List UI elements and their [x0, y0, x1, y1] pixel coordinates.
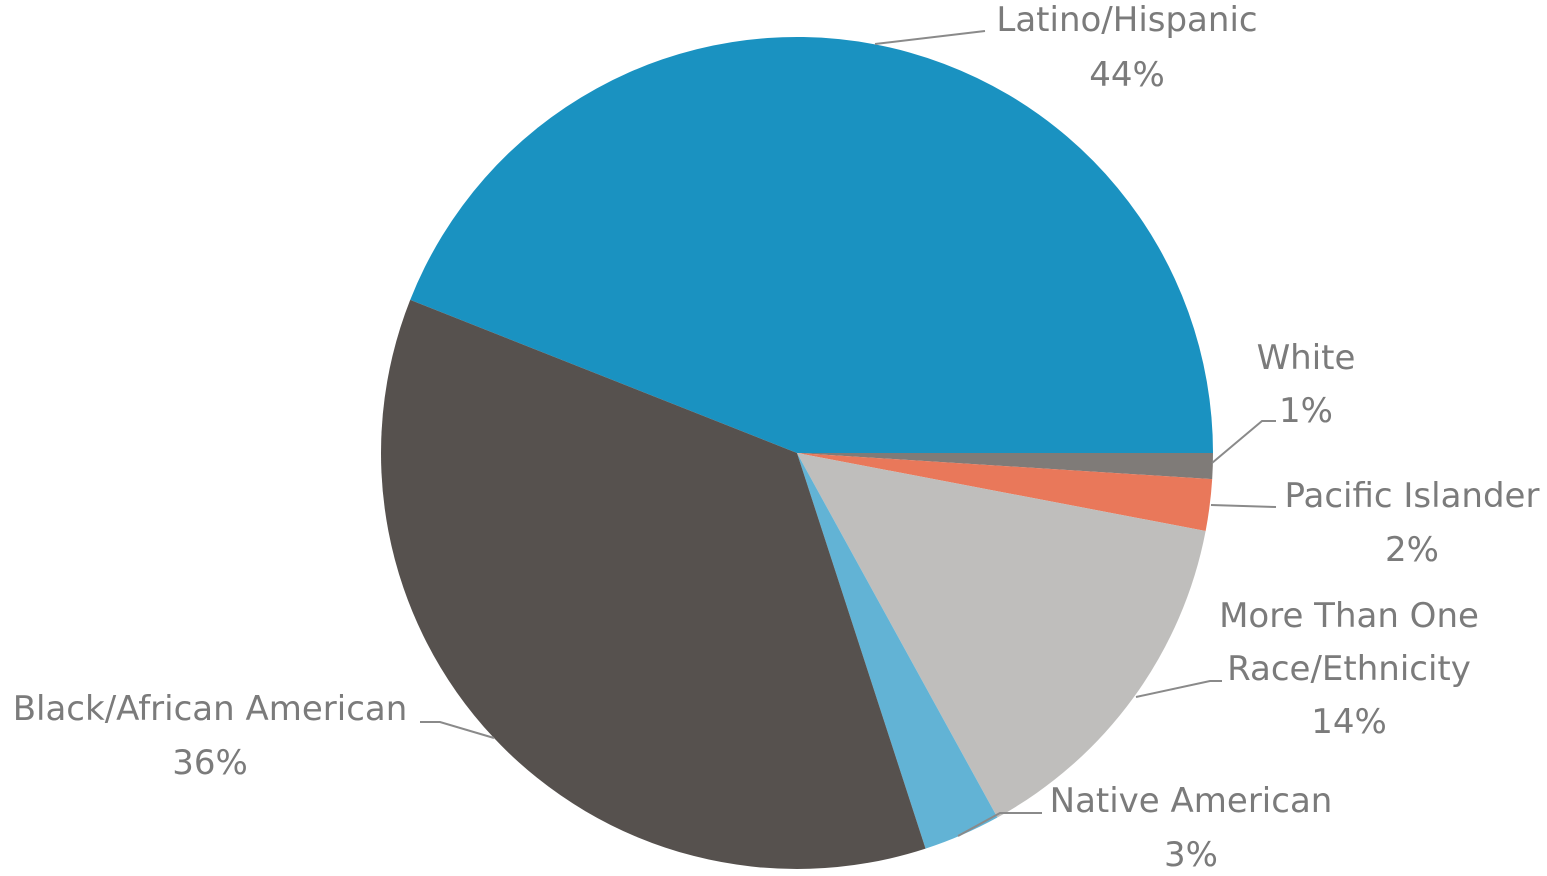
- pie-slice-more-than-one-race-ethnicity: [797, 453, 1206, 818]
- label-multi-line2: Race/Ethnicity: [1227, 649, 1471, 689]
- leader-native: [957, 812, 1042, 837]
- leader-latino: [874, 30, 986, 45]
- label-multi-line1: More Than One: [1219, 596, 1479, 636]
- label-pacific-pct: 2%: [1385, 530, 1439, 570]
- label-black-pct: 36%: [172, 743, 248, 783]
- leader-white: [1211, 420, 1276, 464]
- pie-slice-latino-hispanic: [410, 36, 1214, 453]
- label-native-pct: 3%: [1164, 835, 1218, 875]
- pie-slice-black-african-american: [380, 299, 926, 870]
- leader-pacific: [1210, 504, 1277, 508]
- pie-slice-pacific-islander: [797, 453, 1213, 531]
- leader-multi: [1135, 680, 1222, 698]
- label-black-name: Black/African American: [13, 689, 408, 729]
- leader-black: [420, 721, 495, 739]
- label-pacific-name: Pacific Islander: [1285, 476, 1540, 516]
- pie-slice-white: [797, 453, 1213, 480]
- label-latino-name: Latino/Hispanic: [996, 0, 1257, 40]
- pie-slices: [380, 36, 1214, 870]
- label-white-pct: 1%: [1279, 391, 1333, 431]
- label-multi-pct: 14%: [1311, 702, 1387, 742]
- label-native-name: Native American: [1050, 781, 1333, 821]
- label-white-name: White: [1257, 338, 1356, 378]
- label-latino-pct: 44%: [1089, 55, 1165, 95]
- pie-slice-native-american: [797, 453, 998, 849]
